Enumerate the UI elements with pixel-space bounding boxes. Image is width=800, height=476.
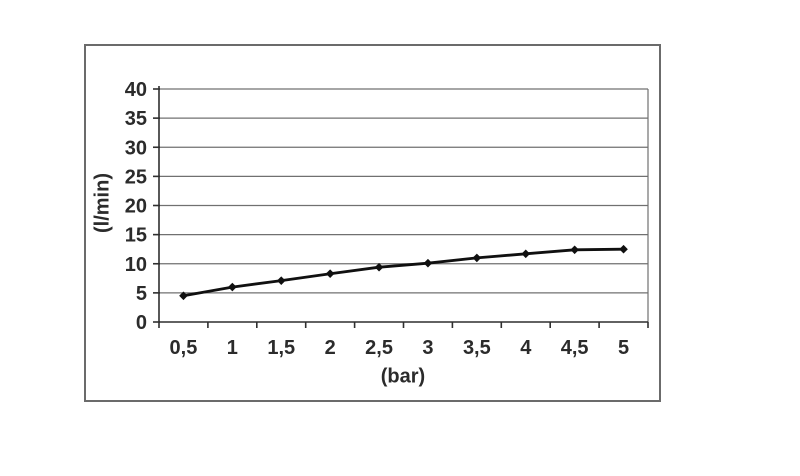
- data-point-marker: [374, 262, 384, 272]
- data-point-marker: [276, 276, 286, 285]
- y-tick-label: 30: [125, 137, 147, 159]
- x-tick-label: 3: [422, 337, 433, 359]
- y-tick-label: 0: [136, 312, 147, 334]
- x-axis-title: (bar): [380, 365, 426, 388]
- x-tick-label: 2,5: [365, 337, 393, 359]
- x-tick-label: 3,5: [463, 337, 491, 359]
- x-tick-label: 1: [227, 337, 238, 359]
- x-tick-label: 2: [325, 337, 336, 359]
- data-point-marker: [228, 282, 237, 292]
- y-tick-label: 25: [125, 166, 147, 188]
- x-tick-label: 5: [618, 337, 629, 359]
- data-point-marker: [423, 258, 433, 268]
- y-tick-label: 40: [125, 79, 147, 101]
- chart-frame: 0 5 10 15 20 25 30 35 40 0,5 1 1,5 2 2,5 3 3,5 4 4,5 5 (l/…: [84, 44, 661, 402]
- data-point-marker: [325, 269, 335, 278]
- data-point-marker: [619, 244, 628, 254]
- x-tick-label: 1,5: [267, 337, 295, 359]
- x-tick-label: 0,5: [170, 337, 198, 359]
- data-point-marker: [521, 249, 531, 259]
- y-tick-label: 35: [125, 108, 147, 130]
- data-point-marker: [570, 245, 579, 255]
- data-point-marker: [472, 253, 482, 263]
- y-tick-label: 5: [136, 283, 147, 305]
- data-line: [182, 247, 625, 298]
- y-tick-label: 15: [125, 225, 147, 247]
- y-axis-title: (l/min): [91, 173, 114, 233]
- y-tick-label: 10: [125, 254, 147, 276]
- line-chart: 0 5 10 15 20 25 30 35 40 0,5 1 1,5 2 2,5 3 3,5 4 4,5 5: [125, 79, 649, 359]
- x-tick-label: 4: [520, 337, 532, 359]
- y-tick-label: 20: [125, 196, 147, 218]
- x-tick-label: 4,5: [561, 337, 589, 359]
